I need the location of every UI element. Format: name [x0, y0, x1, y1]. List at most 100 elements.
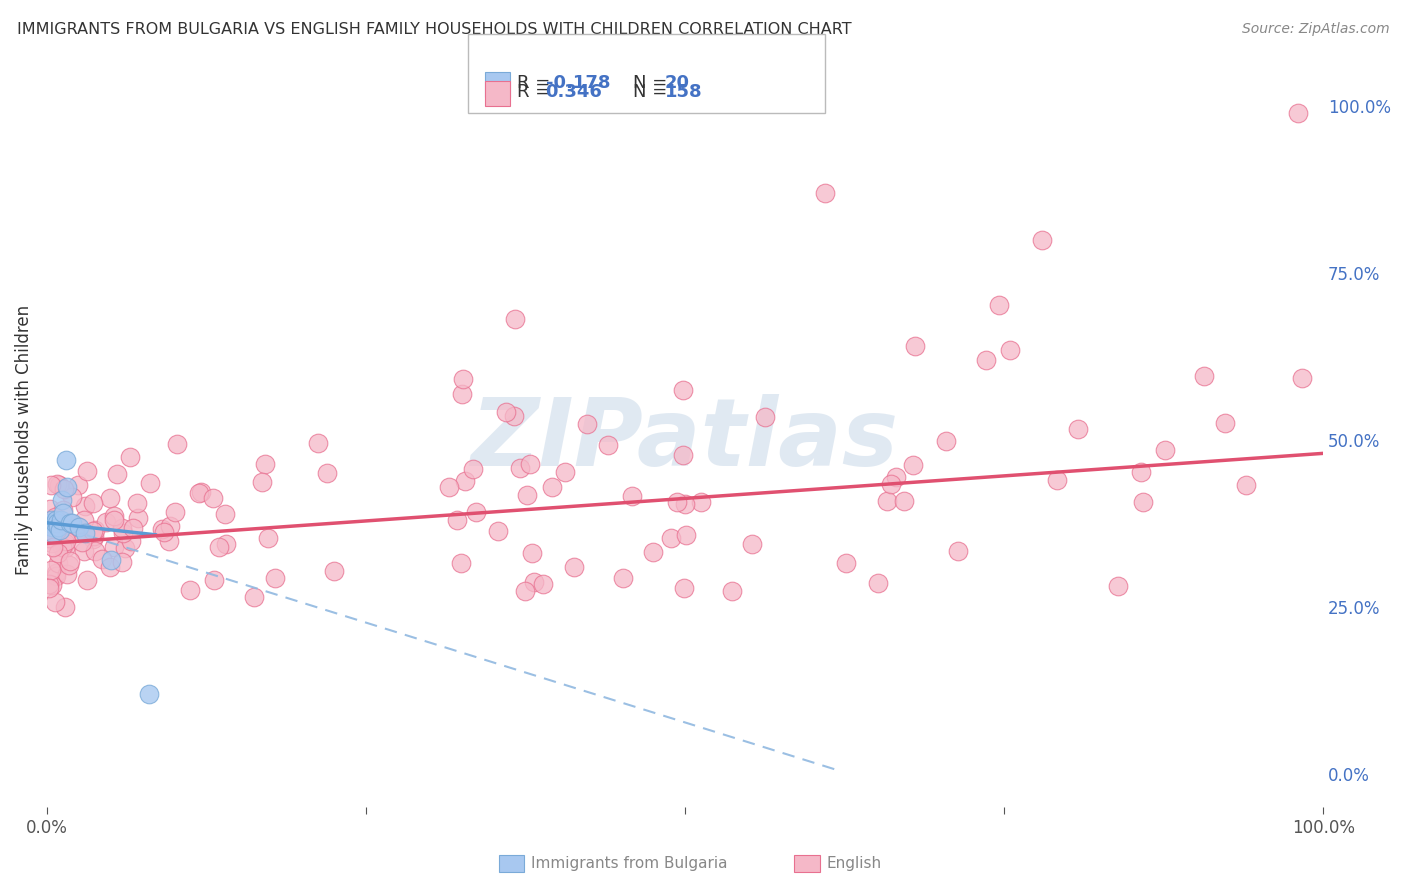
Point — [665, 495, 688, 509]
Point — [486, 524, 509, 539]
Point — [150, 522, 173, 536]
Point — [53, 535, 76, 549]
Text: -0.178: -0.178 — [546, 74, 610, 92]
Point — [554, 465, 576, 479]
Point — [39, 562, 62, 576]
Point — [111, 520, 134, 534]
Point — [83, 528, 105, 542]
Point — [39, 526, 62, 541]
Point — [42, 529, 65, 543]
Point — [1194, 369, 1216, 384]
Point — [38, 518, 60, 533]
Point — [38, 576, 60, 591]
Point — [866, 576, 889, 591]
Text: Source: ZipAtlas.com: Source: ZipAtlas.com — [1241, 22, 1389, 37]
Point — [76, 574, 98, 588]
Text: Immigrants from Bulgaria: Immigrants from Bulgaria — [531, 856, 728, 871]
Point — [190, 485, 212, 500]
Point — [58, 558, 80, 573]
Point — [612, 571, 634, 585]
Point — [202, 573, 225, 587]
Point — [38, 517, 60, 532]
Point — [659, 531, 682, 545]
Point — [754, 410, 776, 425]
Point — [446, 513, 468, 527]
Point — [903, 339, 925, 353]
Point — [880, 477, 903, 491]
Point — [52, 503, 75, 517]
Point — [502, 409, 524, 423]
Point — [641, 545, 664, 559]
Point — [159, 534, 181, 549]
Point — [1000, 343, 1022, 358]
Point — [59, 516, 82, 531]
Point — [1132, 495, 1154, 509]
Point — [82, 533, 104, 547]
Point — [48, 523, 70, 537]
Point — [166, 437, 188, 451]
Point — [576, 417, 599, 431]
Point — [49, 513, 72, 527]
Point — [322, 565, 344, 579]
Point — [51, 493, 73, 508]
Point — [84, 523, 107, 537]
Point — [122, 521, 145, 535]
Text: R =: R = — [517, 83, 557, 101]
Point — [100, 553, 122, 567]
Point — [876, 493, 898, 508]
Point — [65, 518, 87, 533]
Point — [1067, 422, 1090, 436]
Text: English: English — [827, 856, 882, 871]
Point — [495, 405, 517, 419]
Point — [59, 516, 82, 531]
Point — [974, 353, 997, 368]
Text: 158: 158 — [665, 83, 703, 101]
Point — [45, 569, 67, 583]
Point — [82, 496, 104, 510]
Point — [73, 543, 96, 558]
Point — [55, 453, 77, 467]
Point — [153, 525, 176, 540]
Point — [541, 480, 564, 494]
Y-axis label: Family Households with Children: Family Households with Children — [15, 305, 32, 575]
Text: 20: 20 — [665, 74, 690, 92]
Point — [127, 510, 149, 524]
Point — [1153, 443, 1175, 458]
Point — [41, 520, 63, 534]
Point — [451, 387, 474, 401]
Point — [1213, 416, 1236, 430]
Point — [52, 482, 75, 496]
Text: IMMIGRANTS FROM BULGARIA VS ENGLISH FAMILY HOUSEHOLDS WITH CHILDREN CORRELATION : IMMIGRANTS FROM BULGARIA VS ENGLISH FAMI… — [17, 22, 852, 37]
Point — [94, 516, 117, 530]
Point — [83, 543, 105, 558]
Point — [98, 491, 121, 506]
Point — [73, 513, 96, 527]
Point — [307, 436, 329, 450]
Point — [531, 577, 554, 591]
Point — [91, 552, 114, 566]
Point — [621, 489, 644, 503]
Point — [45, 512, 67, 526]
Point — [41, 536, 63, 550]
Point — [1107, 579, 1129, 593]
Point — [125, 496, 148, 510]
Point — [46, 476, 69, 491]
Point — [264, 571, 287, 585]
Point — [105, 467, 128, 482]
Point — [673, 581, 696, 595]
Point — [46, 530, 69, 544]
Point — [51, 540, 73, 554]
Point — [562, 560, 585, 574]
Point — [450, 556, 472, 570]
Point — [112, 526, 135, 541]
Point — [38, 531, 60, 545]
Point — [70, 534, 93, 549]
Point — [55, 599, 77, 614]
Point — [165, 505, 187, 519]
Point — [1031, 233, 1053, 247]
Point — [53, 538, 76, 552]
Point — [46, 546, 69, 560]
Point — [243, 590, 266, 604]
Point — [38, 516, 60, 531]
Point — [814, 186, 837, 200]
